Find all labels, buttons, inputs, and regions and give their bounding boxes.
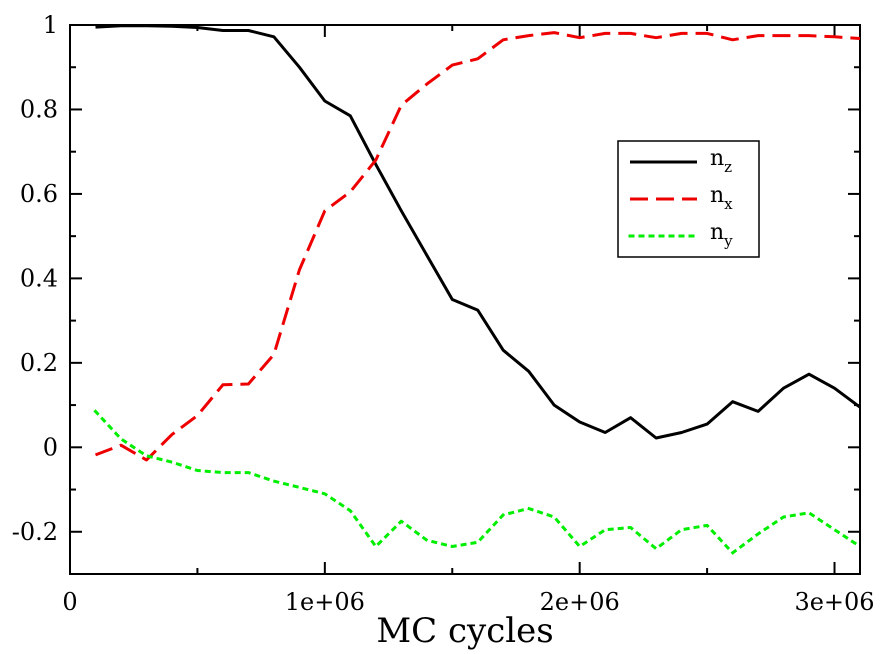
series-line-nz <box>95 24 861 440</box>
series-line-ny <box>93 409 863 555</box>
x-tick-label: 1e+06 <box>285 588 365 616</box>
y-tick-label: 0.4 <box>20 264 58 292</box>
series-line-nx <box>94 31 861 462</box>
y-tick-label: 1 <box>43 11 58 39</box>
series-lines <box>93 24 863 555</box>
x-axis-title: MC cycles <box>376 611 553 651</box>
y-tick-label: 0.6 <box>20 180 58 208</box>
x-tick-label: 0 <box>62 588 77 616</box>
y-tick-label: -0.2 <box>12 518 58 546</box>
plot-frame <box>69 24 861 575</box>
y-tick-label: 0.2 <box>20 349 58 377</box>
x-tick-label: 2e+06 <box>540 588 620 616</box>
legend-label-ny: ny <box>710 220 733 250</box>
y-tick-label: 0 <box>43 433 58 461</box>
legend: nz nx ny <box>617 140 760 258</box>
legend-label-nz: nz <box>710 146 732 176</box>
legend-label-nx: nx <box>710 183 733 213</box>
y-tick-label: 0.8 <box>20 95 58 123</box>
axis-ticks: 0 1e+06 2e+06 3e+06 -0.2 0 0.2 0.4 0.6 0.8 1 <box>12 11 875 616</box>
x-tick-label: 3e+06 <box>794 588 874 616</box>
